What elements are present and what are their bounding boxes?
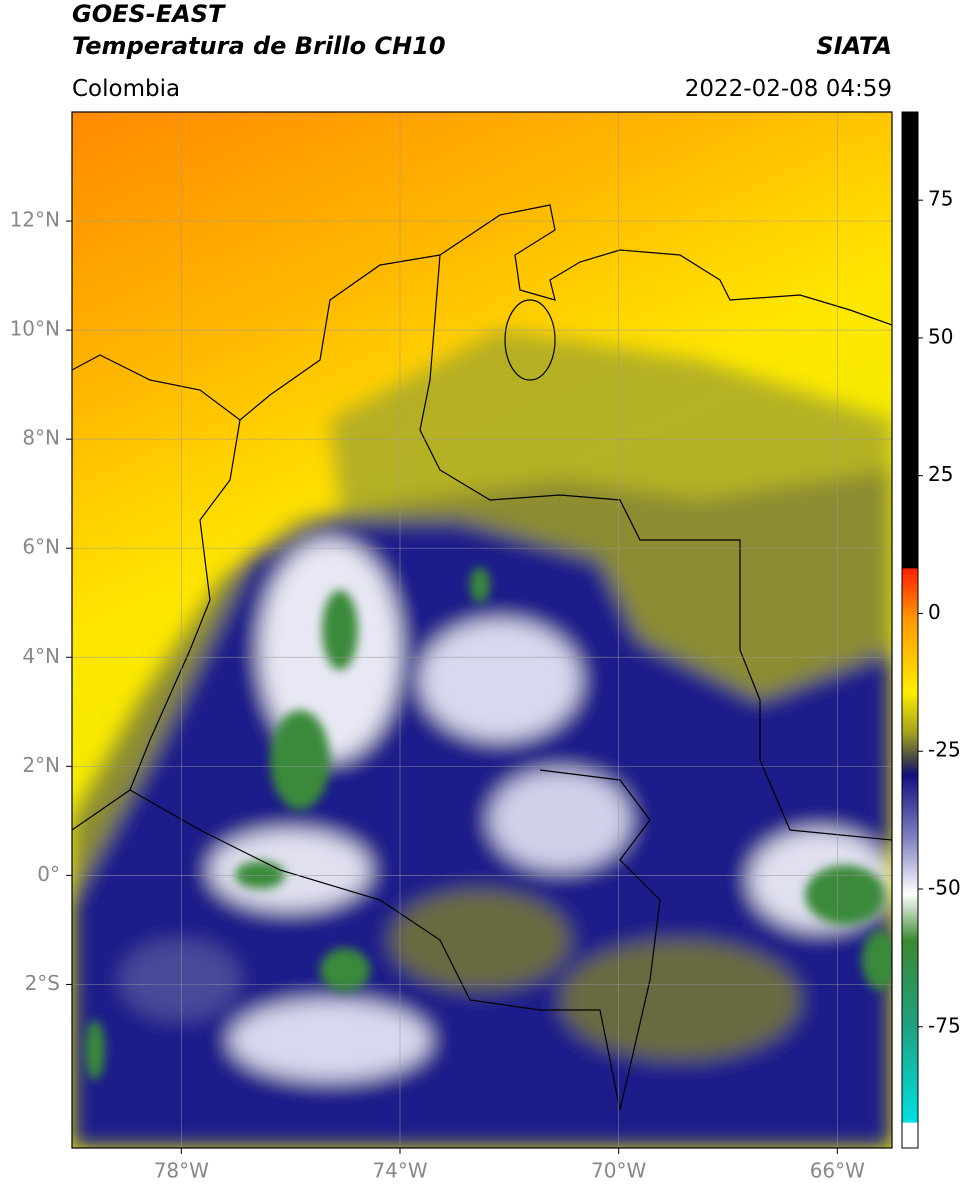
map-frame bbox=[71, 111, 893, 1149]
region: Colombia bbox=[72, 76, 180, 102]
y-tick-label: 8°N bbox=[22, 426, 60, 450]
title: GOES-EAST bbox=[72, 0, 226, 28]
colorbar-tick-label: 75 bbox=[928, 187, 953, 211]
colorbar-tick-label: -75 bbox=[928, 1013, 961, 1037]
colorbar-tick-label: 0 bbox=[928, 600, 941, 624]
graticule bbox=[72, 112, 892, 1148]
colorbar-tick-label: 25 bbox=[928, 462, 953, 486]
colorbar bbox=[901, 111, 919, 1149]
satellite-image bbox=[72, 112, 892, 1148]
colorbar-tick-label: 50 bbox=[928, 324, 953, 348]
y-tick-label: 0° bbox=[37, 862, 60, 886]
x-tick-label: 78°W bbox=[154, 1159, 209, 1183]
y-tick-label: 10°N bbox=[10, 317, 60, 341]
y-tick-label: 4°N bbox=[22, 644, 60, 668]
y-tick-label: 12°N bbox=[10, 208, 60, 232]
y-tick-label: 2°S bbox=[25, 971, 60, 995]
colorbar-tick-label: -50 bbox=[928, 876, 961, 900]
title: Temperatura de Brillo CH10 bbox=[72, 32, 446, 60]
datetime: 2022-02-08 04:59 bbox=[685, 76, 892, 102]
y-tick-label: 6°N bbox=[22, 535, 60, 559]
colorbar-tick-label: -25 bbox=[928, 738, 961, 762]
y-tick-label: 2°N bbox=[22, 753, 60, 777]
x-tick-label: 70°W bbox=[591, 1159, 646, 1183]
x-tick-label: 66°W bbox=[810, 1159, 865, 1183]
source: SIATA bbox=[816, 32, 892, 60]
x-tick-label: 74°W bbox=[372, 1159, 427, 1183]
